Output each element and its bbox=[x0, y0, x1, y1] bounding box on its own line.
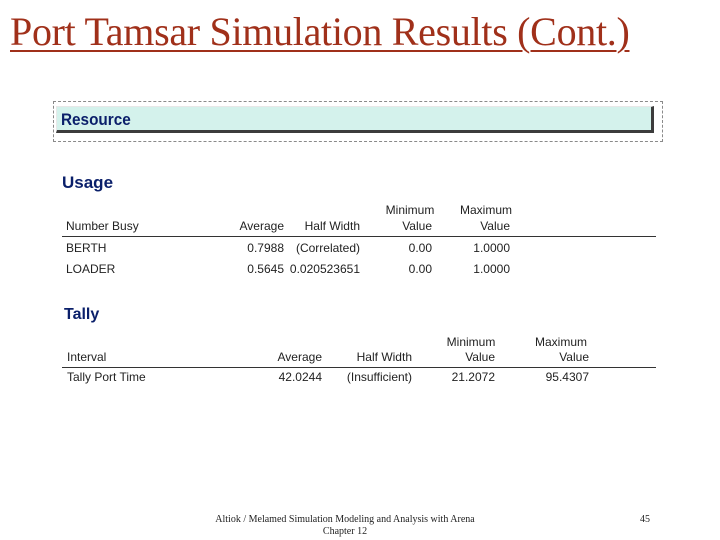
tally-col-average: Average bbox=[277, 350, 322, 364]
tally-col-interval: Interval bbox=[67, 350, 107, 364]
slide-title: Port Tamsar Simulation Results (Cont.) bbox=[10, 9, 630, 54]
footer-citation-line1: Altiok / Melamed Simulation Modeling and… bbox=[215, 514, 475, 525]
tally-row-name: Tally Port Time bbox=[67, 370, 146, 384]
tally-row-average: 42.0244 bbox=[278, 370, 322, 384]
resource-header-frame: Resource bbox=[53, 101, 663, 142]
usage-col-min-line2: Value bbox=[402, 219, 432, 233]
usage-col-half-width: Half Width bbox=[304, 219, 360, 233]
resource-header-label: Resource bbox=[61, 110, 131, 129]
tally-header-divider bbox=[62, 367, 656, 368]
tally-heading: Tally bbox=[64, 306, 100, 323]
tally-col-min-line1: Minimum bbox=[446, 335, 496, 349]
usage-row-name: LOADER bbox=[66, 262, 116, 276]
tally-col-min-line2: Value bbox=[465, 350, 495, 364]
tally-row-half-width: (Insufficient) bbox=[346, 370, 412, 384]
footer-citation-line2: Chapter 12 bbox=[322, 526, 368, 537]
footer-citation: Altiok / Melamed Simulation Modeling and… bbox=[170, 514, 520, 538]
usage-row-minimum: 0.00 bbox=[408, 262, 432, 276]
usage-col-number-busy: Number Busy bbox=[66, 219, 139, 233]
usage-col-min-line1: Minimum bbox=[385, 203, 435, 217]
tally-row-minimum: 21.2072 bbox=[451, 370, 495, 384]
tally-col-max-line2: Value bbox=[559, 350, 589, 364]
tally-row-maximum: 95.4307 bbox=[545, 370, 589, 384]
usage-row-maximum: 1.0000 bbox=[473, 262, 510, 276]
usage-col-max-line2: Value bbox=[480, 219, 510, 233]
usage-row-half-width: 0.020523651 bbox=[289, 262, 360, 276]
tally-col-half-width: Half Width bbox=[356, 350, 412, 364]
usage-row-maximum: 1.0000 bbox=[473, 241, 510, 255]
resource-header-bar: Resource bbox=[56, 106, 654, 133]
usage-row-average: 0.7988 bbox=[247, 241, 284, 255]
tally-col-max-line1: Maximum bbox=[534, 335, 587, 349]
usage-header-divider bbox=[62, 236, 656, 237]
usage-col-average: Average bbox=[239, 219, 284, 233]
usage-row-average: 0.5645 bbox=[247, 262, 284, 276]
usage-heading: Usage bbox=[62, 173, 114, 192]
usage-row-half-width: (Correlated) bbox=[295, 241, 360, 255]
page-number: 45 bbox=[640, 514, 650, 525]
usage-col-max-line1: Maximum bbox=[459, 203, 512, 217]
usage-row-minimum: 0.00 bbox=[408, 241, 432, 255]
usage-row-name: BERTH bbox=[66, 241, 107, 255]
